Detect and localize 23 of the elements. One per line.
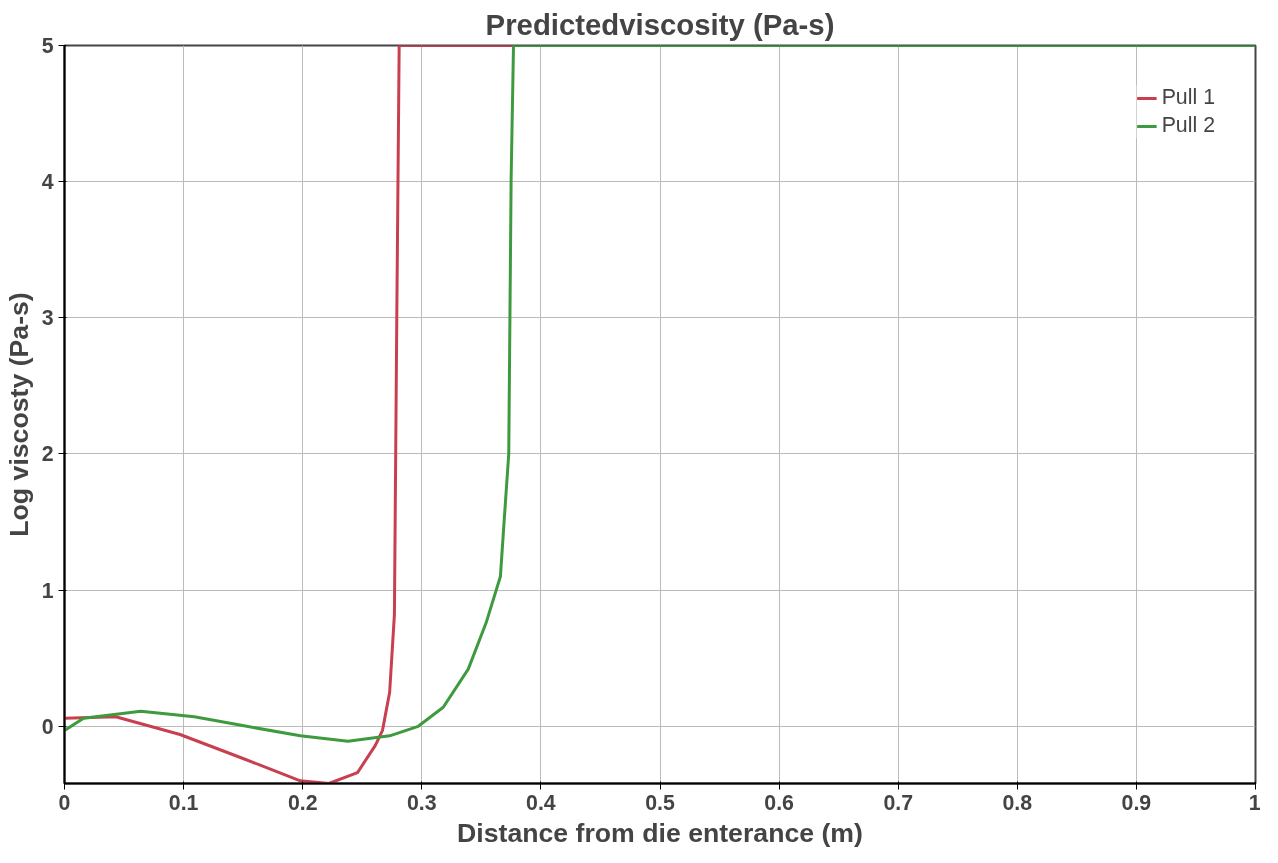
x-tick-label: 0.2: [287, 790, 318, 815]
x-tick-label: 0.8: [1002, 790, 1033, 815]
x-tick-label: 0.7: [883, 790, 914, 815]
y-axis-title: Log viscosty (Pa-s): [3, 292, 34, 537]
x-tick-label: 0.1: [168, 790, 199, 815]
y-tick-label: 3: [41, 306, 54, 331]
legend-label: Pull 2: [1161, 113, 1215, 138]
x-tick-label: 0.4: [526, 790, 556, 815]
x-tick-label: 0.9: [1121, 790, 1152, 815]
x-tick-label: 0.5: [645, 790, 675, 815]
line-series: [64, 45, 1256, 743]
x-tick-label: 0: [58, 790, 71, 815]
y-tick-label: 4: [41, 170, 54, 195]
chart-title: Predictedviscosity (Pa-s): [485, 7, 835, 41]
y-tick-label: 5: [41, 34, 54, 58]
y-tick-label: 0: [41, 714, 54, 739]
x-axis-title: Distance from die enterance (m): [457, 817, 863, 848]
x-tick-label: 1: [1248, 790, 1261, 815]
legend-label: Pull 1: [1161, 85, 1215, 110]
y-tick-label: 2: [41, 442, 54, 467]
x-tick-label: 0.3: [406, 790, 437, 815]
y-tick-label: 1: [41, 578, 54, 603]
x-tick-label: 0.6: [764, 790, 795, 815]
